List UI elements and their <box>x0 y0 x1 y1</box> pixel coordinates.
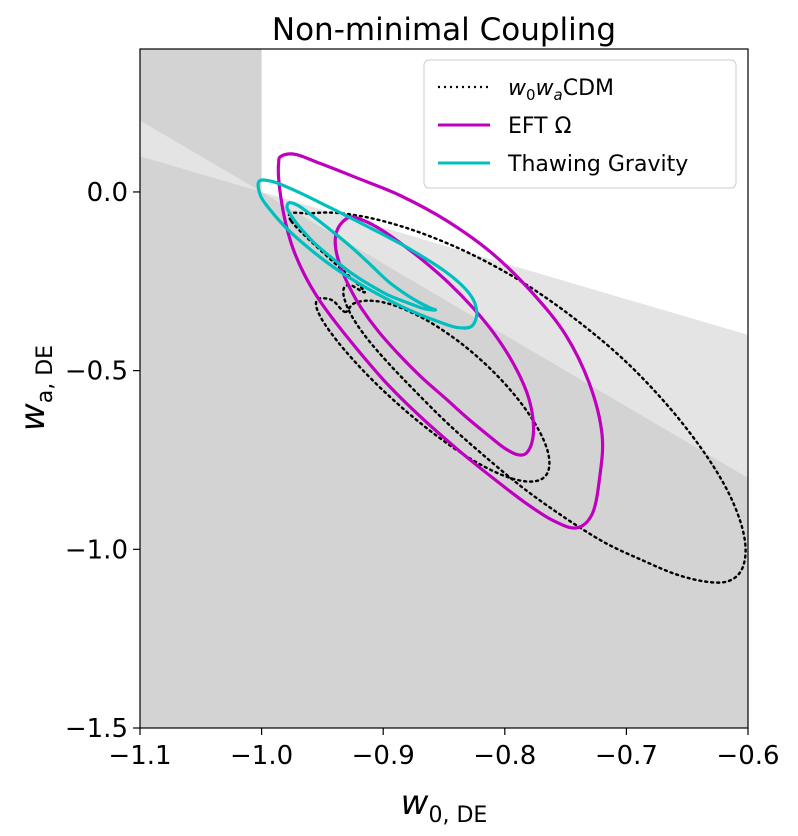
x-axis-label-base: w <box>401 783 429 823</box>
region-light-wedge <box>140 120 748 478</box>
chart-title: Non-minimal Coupling <box>272 12 616 48</box>
contour-lines <box>256 152 747 584</box>
x-tick-label: −0.6 <box>716 741 779 771</box>
region-excluded-strip <box>140 49 262 728</box>
plot-frame <box>139 48 749 729</box>
contour-w0wacdm-68 <box>314 296 551 483</box>
contour-eft-95 <box>276 152 605 530</box>
y-axis-ticks: 0.0 −0.5 −1.0 −1.5 <box>65 178 140 744</box>
contour-w0wacdm-95 <box>287 211 747 584</box>
shaded-regions <box>140 49 748 728</box>
legend-cdm: CDM <box>563 76 614 101</box>
y-axis-label: wa, DE <box>13 345 58 431</box>
contour-thawing-gravity-68 <box>285 201 438 312</box>
y-tick-label: −1.5 <box>65 714 128 744</box>
legend-box <box>423 59 737 189</box>
x-tick-label: −0.9 <box>352 741 415 771</box>
legend: w0waCDM EFT Ω Thawing Gravity <box>423 59 737 189</box>
legend-w0-sub: 0 <box>526 86 536 104</box>
y-tick-label: −1.0 <box>65 535 128 565</box>
legend-label-thawing: Thawing Gravity <box>507 152 688 177</box>
x-tick-label: −1.0 <box>230 741 293 771</box>
region-dark-region <box>261 191 748 728</box>
legend-wa: w <box>536 76 555 101</box>
contour-thawing-gravity-95 <box>256 178 479 330</box>
legend-label-eft: EFT Ω <box>508 114 571 139</box>
x-tick-label: −0.8 <box>473 741 536 771</box>
legend-w0: w <box>508 76 527 101</box>
y-axis-label-sub: a, DE <box>33 345 58 403</box>
y-tick-label: 0.0 <box>87 178 128 208</box>
y-tick-label: −0.5 <box>65 357 128 387</box>
x-axis-label: w0, DE <box>401 783 488 828</box>
legend-label-w0wacdm: w0waCDM <box>508 76 614 104</box>
x-tick-label: −0.7 <box>595 741 658 771</box>
x-tick-label: −1.1 <box>108 741 171 771</box>
y-axis-label-base: w <box>13 403 53 431</box>
contour-eft-68 <box>333 215 536 457</box>
x-axis-label-sub: 0, DE <box>428 803 487 828</box>
x-axis-ticks: −1.1 −1.0 −0.9 −0.8 −0.7 −0.6 <box>108 728 780 771</box>
legend-wa-sub: a <box>554 86 563 104</box>
